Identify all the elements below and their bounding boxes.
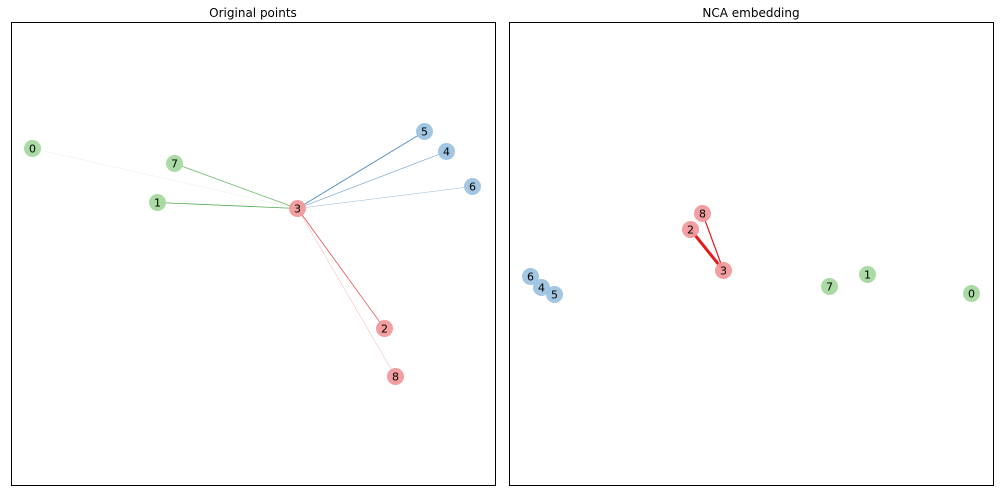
left-edge-3-1 <box>157 202 298 209</box>
left-point-6: 6 <box>464 178 481 195</box>
left-plot-edges <box>32 131 473 377</box>
right-point-label-0: 0 <box>968 288 975 301</box>
right-point-4: 4 <box>533 279 550 296</box>
right-point-marker-3 <box>715 262 732 279</box>
right-point-label-2: 2 <box>687 224 694 237</box>
left-point-label-4: 4 <box>443 146 450 159</box>
left-plot-title: Original points <box>209 6 297 20</box>
right-plot-edges <box>689 213 725 272</box>
left-edge-3-2 <box>297 208 385 329</box>
right-point-label-3: 3 <box>720 265 727 278</box>
left-point-label-0: 0 <box>29 143 36 156</box>
right-point-0: 0 <box>963 285 980 302</box>
right-edge-3-2 <box>689 228 725 272</box>
left-point-marker-7 <box>166 155 183 172</box>
left-point-0: 0 <box>24 140 41 157</box>
left-point-4: 4 <box>438 143 455 160</box>
right-point-marker-0 <box>963 285 980 302</box>
right-point-marker-8 <box>694 205 711 222</box>
right-point-3: 3 <box>715 262 732 279</box>
left-point-marker-3 <box>289 200 306 217</box>
right-point-label-8: 8 <box>699 208 706 221</box>
left-point-2: 2 <box>376 320 393 337</box>
right-point-2: 2 <box>682 221 699 238</box>
right-point-marker-4 <box>533 279 550 296</box>
left-point-marker-4 <box>438 143 455 160</box>
left-point-label-8: 8 <box>392 371 399 384</box>
right-point-marker-1 <box>859 266 876 283</box>
left-point-label-7: 7 <box>171 158 178 171</box>
left-point-marker-2 <box>376 320 393 337</box>
left-point-marker-1 <box>149 194 166 211</box>
left-point-marker-0 <box>24 140 41 157</box>
left-edge-3-5 <box>297 131 425 209</box>
right-point-7: 7 <box>821 278 838 295</box>
left-point-label-5: 5 <box>421 126 428 139</box>
left-plot-points: 0 1 2 3 4 5 6 7 8 <box>24 123 481 385</box>
left-point-3: 3 <box>289 200 306 217</box>
right-plot: NCA embedding 0 1 2 3 45 6 7 8 <box>509 6 994 486</box>
left-point-7: 7 <box>166 155 183 172</box>
right-point-label-6: 6 <box>527 271 534 284</box>
left-edge-3-6 <box>297 186 473 209</box>
left-point-label-3: 3 <box>294 203 301 216</box>
left-edge-3-4 <box>297 151 447 209</box>
right-point-marker-7 <box>821 278 838 295</box>
right-point-1: 1 <box>859 266 876 283</box>
left-point-5: 5 <box>416 123 433 140</box>
right-point-label-4: 4 <box>538 282 545 295</box>
right-point-label-5: 5 <box>551 289 558 302</box>
right-point-marker-6 <box>522 268 539 285</box>
right-edge-3-8 <box>701 213 725 271</box>
right-plot-title: NCA embedding <box>702 6 799 20</box>
right-point-label-7: 7 <box>826 281 833 294</box>
left-point-marker-8 <box>387 368 404 385</box>
left-point-label-6: 6 <box>469 181 476 194</box>
right-point-marker-5 <box>546 286 563 303</box>
right-point-marker-2 <box>682 221 699 238</box>
left-point-8: 8 <box>387 368 404 385</box>
left-plot: Original points 0 1 2 3 4 5 6 7 8 <box>11 6 496 486</box>
left-edge-3-7 <box>174 163 298 209</box>
right-point-5: 5 <box>546 286 563 303</box>
left-plot-frame <box>11 22 496 486</box>
right-point-8: 8 <box>694 205 711 222</box>
left-point-1: 1 <box>149 194 166 211</box>
left-edge-3-0 <box>32 148 298 209</box>
right-point-label-1: 1 <box>864 269 871 282</box>
right-plot-frame <box>509 22 994 486</box>
left-point-label-1: 1 <box>154 197 161 210</box>
left-point-label-2: 2 <box>381 323 388 336</box>
right-point-6: 6 <box>522 268 539 285</box>
left-edge-3-8 <box>297 208 396 377</box>
left-point-marker-6 <box>464 178 481 195</box>
right-plot-points: 0 1 2 3 45 6 7 8 <box>522 205 980 303</box>
left-point-marker-5 <box>416 123 433 140</box>
